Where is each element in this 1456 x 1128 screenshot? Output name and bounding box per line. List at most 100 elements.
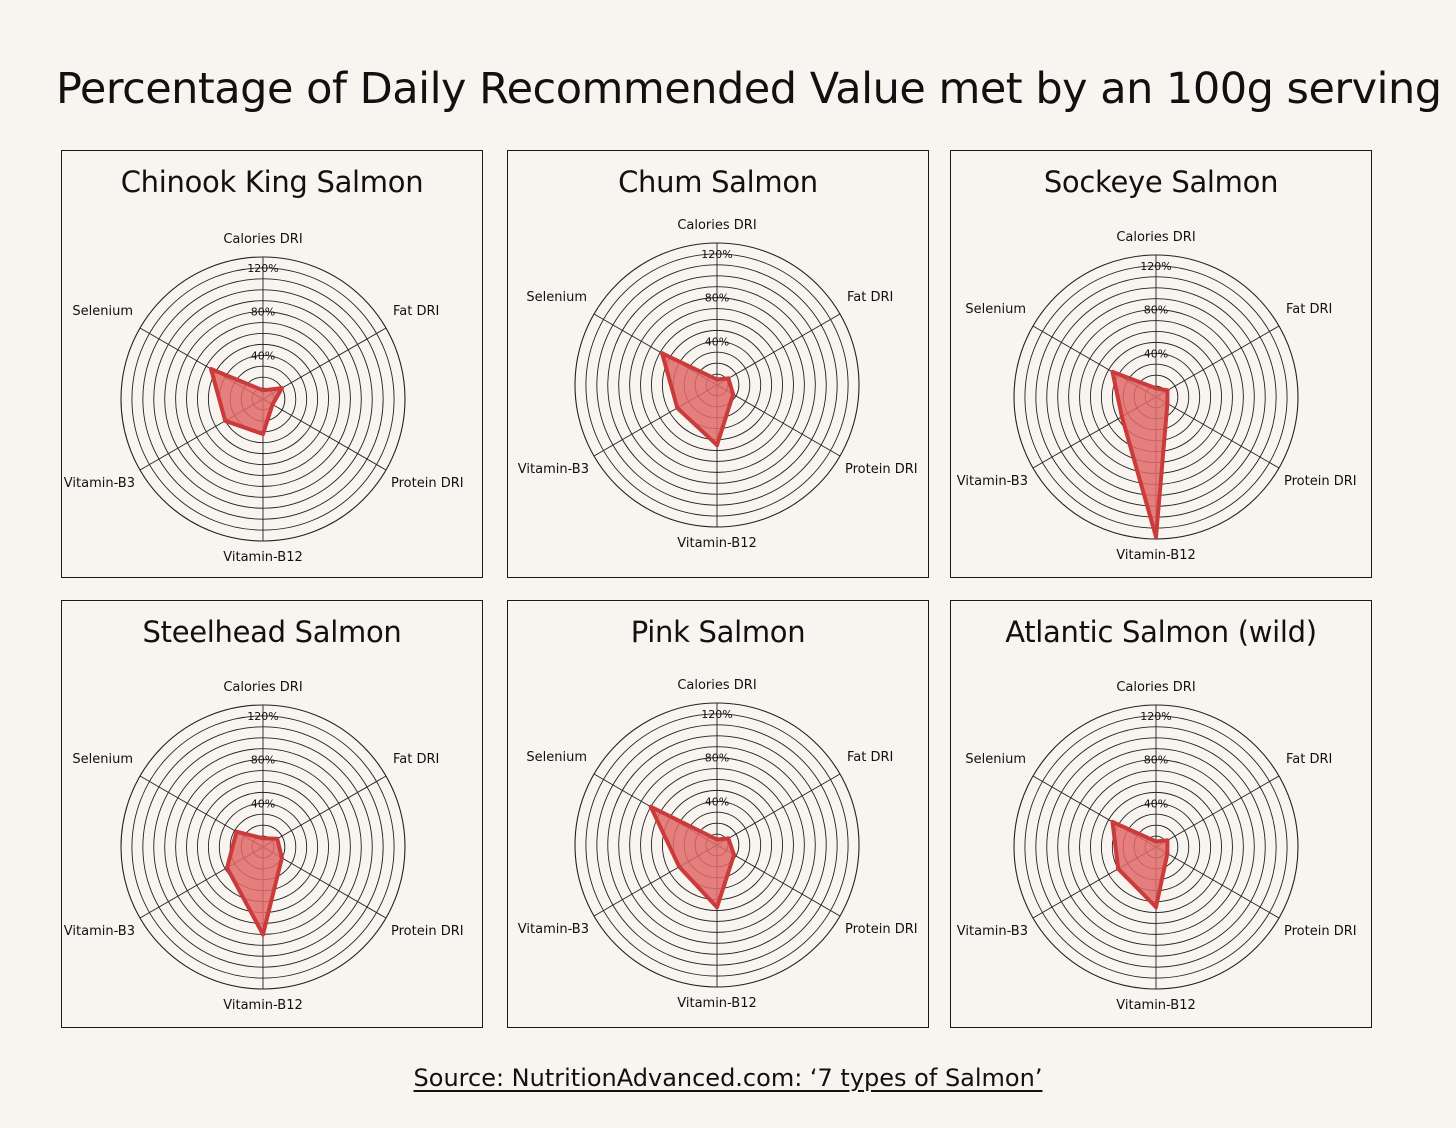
- axis-label: Fat DRI: [1286, 302, 1332, 317]
- axis-label: Calories DRI: [223, 232, 302, 247]
- axis-label: Calories DRI: [677, 218, 756, 233]
- data-point: [1154, 386, 1158, 391]
- data-point: [732, 852, 736, 857]
- tick-label: 120%: [247, 710, 278, 723]
- axis-label: Vitamin-B3: [64, 924, 135, 939]
- data-point: [1116, 866, 1121, 871]
- data-point: [1154, 905, 1158, 910]
- axis-label: Vitamin-B12: [1116, 998, 1196, 1013]
- radar-chart: Calories DRI Fat DRI Protein DRI Vitamin-B1…: [64, 680, 464, 1013]
- data-point: [209, 367, 213, 371]
- axis-label: Vitamin-B12: [677, 536, 757, 551]
- axis-label: Selenium: [965, 302, 1026, 317]
- data-point: [726, 836, 731, 841]
- data-point: [261, 836, 265, 841]
- radar-chart: Calories DRI Fat DRI Protein DRI Vitamin-B1…: [957, 230, 1357, 563]
- chart-title: Chum Salmon: [618, 165, 818, 199]
- data-point: [1165, 851, 1170, 856]
- source-note: Source: NutritionAdvanced.com: ‘7 types …: [413, 1064, 1043, 1092]
- tick-label: 120%: [701, 708, 732, 721]
- tick-label: 120%: [1140, 260, 1171, 273]
- radar-panel: Chinook King Salmon Calories DRI Fat DRI Pr…: [61, 150, 483, 578]
- radar-panel: Atlantic Salmon (wild) Calories DRI Fat DR…: [950, 600, 1372, 1028]
- data-point: [1165, 401, 1170, 406]
- data-point: [1119, 414, 1124, 419]
- axis-label: Protein DRI: [845, 922, 918, 937]
- radar-chart: Calories DRI Fat DRI Protein DRI Vitamin-B1…: [518, 218, 918, 551]
- axis-spoke: [1155, 396, 1280, 469]
- axis-label: Vitamin-B12: [223, 550, 303, 565]
- data-point: [715, 837, 719, 842]
- axis-label: Protein DRI: [1284, 474, 1357, 489]
- data-point: [660, 351, 665, 356]
- data-point: [234, 829, 239, 834]
- axis-label: Protein DRI: [845, 462, 918, 477]
- data-point: [1110, 819, 1115, 824]
- tick-label: 80%: [705, 752, 729, 765]
- axis-label: Calories DRI: [677, 678, 756, 693]
- data-point: [1154, 839, 1158, 844]
- axis-spoke: [716, 313, 841, 386]
- data-point: [261, 432, 265, 436]
- data-point: [275, 836, 280, 841]
- data-point: [726, 376, 731, 381]
- data-point: [715, 377, 719, 382]
- axis-label: Fat DRI: [393, 752, 439, 767]
- tick-label: 40%: [705, 795, 729, 808]
- tick-label: 120%: [247, 262, 278, 275]
- axis-label: Vitamin-B12: [677, 996, 757, 1011]
- data-point: [261, 388, 265, 393]
- chart-title: Atlantic Salmon (wild): [1005, 615, 1317, 649]
- axis-label: Vitamin-B12: [1116, 548, 1196, 563]
- chart-title: Steelhead Salmon: [142, 615, 402, 649]
- data-area: [660, 351, 736, 448]
- radar-chart: Calories DRI Fat DRI Protein DRI Vitamin-B1…: [957, 680, 1357, 1013]
- tick-label: 80%: [705, 292, 729, 305]
- axis-label: Selenium: [526, 750, 587, 765]
- axis-label: Calories DRI: [1116, 680, 1195, 695]
- axis-spoke: [1155, 775, 1280, 848]
- tick-label: 40%: [1144, 347, 1168, 360]
- axis-label: Vitamin-B12: [223, 998, 303, 1013]
- axis-label: Fat DRI: [847, 290, 893, 305]
- axis-label: Selenium: [72, 752, 133, 767]
- tick-label: 40%: [1144, 797, 1168, 810]
- axis-label: Vitamin-B3: [518, 922, 589, 937]
- axis-label: Protein DRI: [1284, 924, 1357, 939]
- axis-spoke: [1155, 846, 1280, 919]
- axis-label: Protein DRI: [391, 476, 464, 491]
- tick-label: 40%: [251, 797, 275, 810]
- axis-spoke: [716, 844, 841, 917]
- tick-label: 80%: [251, 306, 275, 319]
- radar-chart: Calories DRI Fat DRI Protein DRI Vitamin-B1…: [518, 678, 918, 1011]
- axis-label: Selenium: [72, 304, 133, 319]
- data-point: [1110, 369, 1115, 374]
- axis-label: Vitamin-B3: [957, 474, 1028, 489]
- axis-label: Fat DRI: [1286, 752, 1332, 767]
- axis-label: Vitamin-B3: [518, 462, 589, 477]
- data-point: [677, 864, 682, 869]
- axis-label: Calories DRI: [223, 680, 302, 695]
- radar-panel: Steelhead Salmon Calories DRI Fat DRI Prote…: [61, 600, 483, 1028]
- tick-label: 40%: [705, 335, 729, 348]
- radar-panel: Sockeye Salmon Calories DRI Fat DRI Protein…: [950, 150, 1372, 578]
- tick-label: 40%: [251, 349, 275, 362]
- data-point: [1165, 838, 1170, 843]
- data-point: [1165, 388, 1170, 393]
- tick-label: 120%: [1140, 710, 1171, 723]
- data-point: [1154, 534, 1158, 539]
- data-area: [225, 829, 284, 937]
- chart-title: Sockeye Salmon: [1043, 165, 1279, 199]
- axis-spoke: [262, 398, 387, 471]
- data-point: [715, 443, 719, 448]
- tick-label: 80%: [1144, 754, 1168, 767]
- radar-chart: Calories DRI Fat DRI Protein DRI Vitamin-B1…: [64, 232, 464, 565]
- radar-panel: Chum Salmon Calories DRI Fat DRI Protein DR…: [507, 150, 929, 578]
- tick-label: 80%: [1144, 304, 1168, 317]
- axis-label: Vitamin-B3: [957, 924, 1028, 939]
- axis-spoke: [716, 773, 841, 846]
- data-point: [715, 905, 719, 910]
- data-point: [279, 855, 284, 860]
- tick-label: 120%: [701, 248, 732, 261]
- axis-label: Selenium: [965, 752, 1026, 767]
